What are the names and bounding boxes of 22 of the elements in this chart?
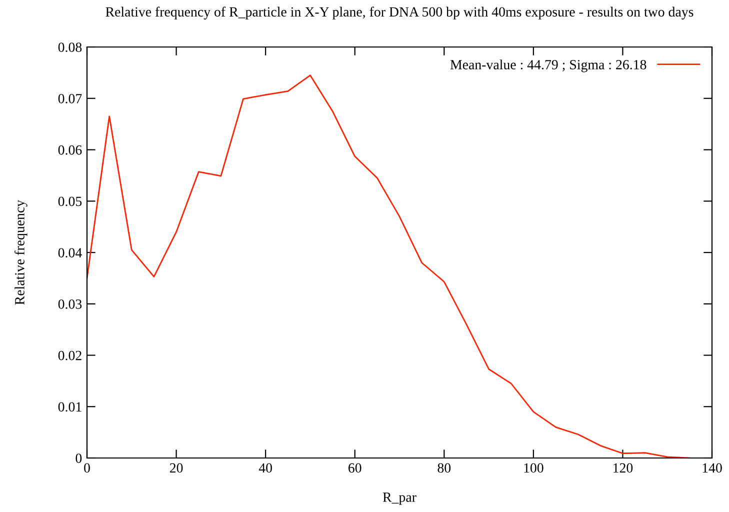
y-tick-label: 0.03	[58, 299, 82, 309]
y-tick-label: 0.06	[58, 145, 82, 155]
chart-title: Relative frequency of R_particle in X-Y plane, for DNA 500 bp with 40ms exposure - results on two days	[106, 6, 694, 20]
y-tick-label: 0.02	[58, 350, 82, 360]
y-tick-label: 0.01	[58, 402, 82, 412]
y-tick-label: 0.05	[58, 196, 82, 206]
y-tick-label: 0.08	[58, 42, 82, 52]
x-tick-label: 140	[702, 463, 722, 473]
x-tick-label: 40	[258, 463, 272, 473]
x-tick-label: 0	[84, 463, 90, 473]
x-tick-label: 120	[614, 463, 633, 473]
y-tick-label: 0	[76, 454, 82, 463]
y-tick-label: 0.04	[58, 248, 82, 258]
line-series	[87, 74, 690, 458]
y-tick-label: 0.07	[58, 94, 82, 104]
x-tick-label: 20	[170, 463, 183, 473]
x-tick-label: 80	[438, 463, 451, 473]
x-tick-label: 100	[524, 463, 544, 473]
x-tick-label: 60	[348, 463, 362, 473]
y-axis-title: Relative frequency	[14, 200, 28, 305]
x-axis-title: R_par	[382, 492, 416, 505]
legend-label: Mean-value : 44.79 ; Sigma : 26.18	[450, 60, 646, 72]
